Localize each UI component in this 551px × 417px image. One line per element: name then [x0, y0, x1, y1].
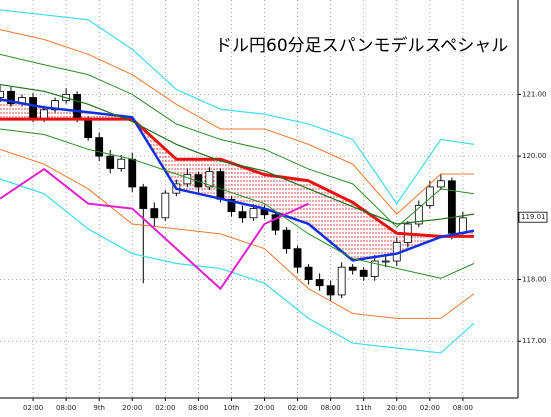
candle-body: [304, 266, 313, 280]
x-tick-label: 08:00: [453, 404, 473, 412]
candle-body: [381, 260, 390, 263]
candle-body: [194, 174, 203, 188]
indicator-line: [0, 53, 474, 228]
x-tick-label: 08:00: [321, 404, 341, 412]
candle-body: [337, 266, 346, 296]
candle-body: [348, 266, 357, 271]
y-tick-label: 120.00: [522, 152, 547, 160]
span-cloud: [0, 99, 474, 261]
indicator-line: [0, 178, 475, 354]
candle-body: [216, 171, 225, 200]
candle-body: [436, 180, 445, 188]
candle-body: [293, 248, 302, 268]
candle-body: [128, 158, 137, 188]
x-tick-label: 20:00: [122, 404, 142, 412]
x-tick-label: 02:00: [23, 404, 43, 412]
x-tick-label: 02:00: [155, 404, 175, 412]
indicator-line: [0, 168, 310, 290]
candle-body: [458, 217, 467, 234]
candle-body: [315, 279, 324, 287]
candle-body: [139, 186, 148, 209]
candle-body: [7, 90, 15, 105]
indicator-line: [0, 83, 475, 225]
candle-body: [326, 285, 335, 296]
x-tick-label: 11th: [356, 404, 372, 412]
current-price-box: [518, 211, 548, 223]
candle-body: [271, 214, 280, 231]
candle-body: [0, 90, 4, 98]
candle-body: [205, 171, 214, 188]
candle-body: [106, 155, 115, 169]
x-tick-label: 20:00: [254, 404, 274, 412]
candle-body: [73, 94, 82, 120]
candle-body: [414, 205, 423, 225]
x-tick-label: 02:00: [287, 404, 307, 412]
y-tick-label: 121.00: [522, 90, 547, 98]
indicator-line: [0, 29, 474, 215]
candle-body: [282, 229, 291, 250]
indicator-line: [0, 98, 475, 262]
candle-body: [227, 198, 236, 213]
indicator-line: [0, 128, 475, 279]
chart-title: ドル円60分足スパンモデルスペシャル: [215, 35, 508, 56]
y-tick-label: 118.00: [522, 276, 547, 284]
x-tick-label: 02:00: [420, 404, 440, 412]
candle-body: [117, 158, 126, 169]
candle-body: [238, 211, 247, 219]
candle-body: [447, 180, 456, 234]
y-tick-label: 117.00: [522, 337, 547, 345]
candle-body: [359, 269, 368, 277]
x-tick-label: 08:00: [56, 404, 76, 412]
x-tick-label: 9th: [93, 404, 105, 412]
indicator-line: [0, 148, 475, 319]
candle-body: [370, 260, 379, 277]
candle-body: [84, 118, 93, 139]
candle-body: [249, 208, 258, 219]
indicator-line: [0, 9, 475, 205]
candle-body: [425, 186, 434, 206]
candle-body: [161, 192, 170, 219]
x-tick-label: 10th: [223, 404, 239, 412]
candle-body: [29, 97, 37, 120]
candle-body: [183, 174, 192, 185]
indicator-line: [0, 117, 474, 238]
x-tick-label: 20:00: [387, 404, 407, 412]
current-price-label: 119.01: [521, 213, 546, 221]
candle-body: [95, 137, 104, 157]
candle-body: [150, 208, 159, 219]
x-tick-label: 08:00: [188, 404, 208, 412]
